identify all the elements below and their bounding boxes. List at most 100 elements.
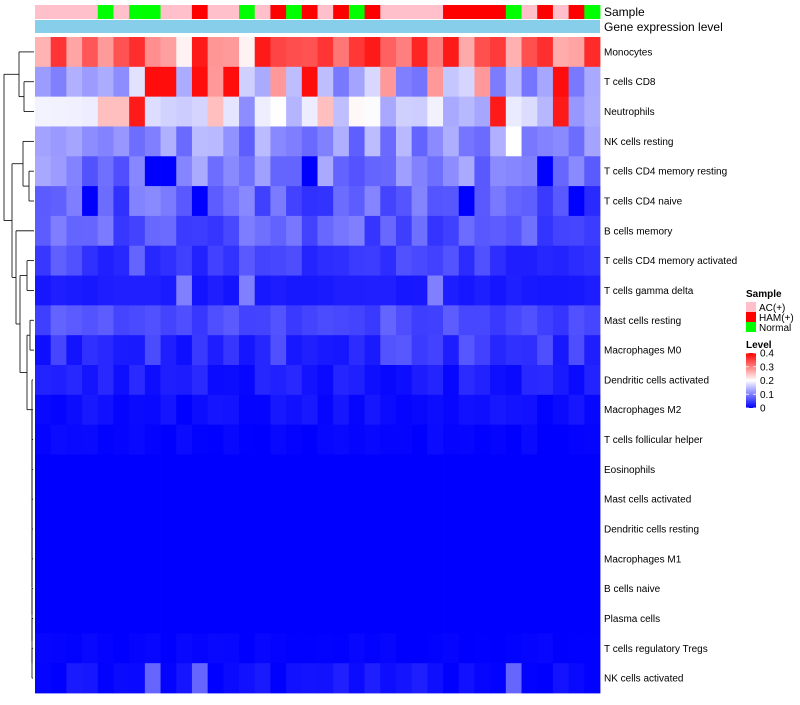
heatmap-cell [254, 245, 271, 276]
heatmap-cell [97, 335, 114, 366]
heatmap-cell [364, 186, 381, 217]
heatmap-cell [364, 454, 381, 485]
heatmap-cell [207, 543, 224, 575]
heatmap-cell [160, 365, 177, 396]
heatmap-cell [474, 275, 491, 306]
heatmap-cell [380, 454, 397, 485]
heatmap-cell [113, 126, 130, 157]
heatmap-cell [395, 424, 413, 455]
heatmap-cell [443, 424, 460, 455]
heatmap-cell [176, 603, 193, 634]
heatmap-cell [474, 126, 491, 157]
row-labels: Monocytes T cells CD8 Neutrophils NK cells … [604, 47, 737, 684]
heatmap-cell [82, 543, 99, 575]
heatmap-cell [191, 454, 209, 485]
sample-annotation-cell [113, 5, 130, 19]
heatmap-cell [521, 186, 538, 217]
sample-annotation-cell [160, 5, 177, 19]
heatmap-cell [333, 215, 350, 247]
heatmap-cell [207, 484, 224, 515]
legend-color-bar [746, 353, 756, 408]
heatmap-cell [490, 215, 507, 247]
heatmap-cell [207, 156, 224, 187]
sample-annotation-cell [144, 5, 161, 19]
heatmap-cell [380, 573, 397, 604]
heatmap-cell [223, 335, 240, 366]
sample-annotation-cell [380, 5, 397, 19]
heatmap-cell [176, 245, 193, 276]
heatmap-cell [50, 603, 67, 634]
heatmap-cell [411, 454, 428, 485]
heatmap-cell [395, 335, 413, 366]
heatmap-cell [66, 633, 83, 664]
heatmap-cell [552, 573, 570, 604]
heatmap-cell [395, 126, 413, 157]
heatmap-cell [521, 37, 538, 68]
heatmap-cell [270, 514, 287, 545]
heatmap-cell [552, 305, 570, 336]
heatmap-cell [411, 37, 428, 68]
heatmap-cell [552, 663, 570, 694]
heatmap-cell [411, 663, 428, 694]
heatmap-cell [474, 305, 491, 336]
heatmap-cell [66, 573, 83, 604]
heatmap-cell [239, 126, 256, 157]
heatmap-cell [270, 96, 287, 127]
heatmap-cell [160, 305, 177, 336]
heatmap-cell [97, 543, 114, 575]
heatmap-cell [427, 573, 444, 604]
heatmap-cell [584, 66, 601, 98]
sample-annotation-cell [568, 5, 585, 19]
heatmap-cell [191, 66, 209, 98]
heatmap-cell [223, 275, 240, 306]
heatmap-cell [191, 633, 209, 664]
heatmap-cell [207, 514, 224, 545]
heatmap-cell [50, 245, 67, 276]
heatmap-cell [50, 484, 67, 515]
heatmap-cell [584, 37, 601, 68]
heatmap-cell [380, 514, 397, 545]
heatmap-cell [443, 365, 460, 396]
heatmap-cell [584, 424, 601, 455]
heatmap-cell [207, 603, 224, 634]
heatmap-cell [521, 215, 538, 247]
heatmap-cell [584, 603, 601, 634]
heatmap-cell [364, 305, 381, 336]
legend-swatch [746, 322, 756, 332]
legend-tick-label: 0.2 [760, 376, 774, 387]
heatmap-cell [505, 186, 522, 217]
heatmap-cell [97, 424, 114, 455]
heatmap-cell [301, 394, 318, 426]
heatmap-cell [239, 573, 256, 604]
sample-annotation-cell [458, 5, 475, 19]
heatmap-cell [411, 424, 428, 455]
heatmap-cell [568, 424, 585, 455]
heatmap-cell [474, 543, 491, 575]
heatmap-cell [286, 245, 303, 276]
heatmap-cell [176, 66, 193, 98]
heatmap-cell [568, 663, 585, 694]
heatmap-cell [113, 514, 130, 545]
heatmap-cell [568, 215, 585, 247]
heatmap-cell [129, 275, 146, 306]
heatmap-cell [286, 215, 303, 247]
heatmap-cell [97, 603, 114, 634]
heatmap-cell [490, 96, 507, 127]
heatmap-cell [348, 543, 365, 575]
heatmap-cell [66, 156, 83, 187]
heatmap-cell [50, 275, 67, 306]
heatmap-cell [239, 186, 256, 217]
heatmap-cell [348, 365, 365, 396]
heatmap-cell [348, 454, 365, 485]
heatmap-cell [395, 603, 413, 634]
sample-annotation-cell [97, 5, 114, 19]
heatmap-cell [191, 573, 209, 604]
heatmap-cell [82, 156, 99, 187]
heatmap-cell [35, 66, 52, 98]
heatmap-cell [380, 305, 397, 336]
legend-sample-entry: HAM(+) [759, 313, 794, 324]
heatmap-cell [97, 126, 114, 157]
heatmap-cell [254, 66, 271, 98]
heatmap-cell [364, 633, 381, 664]
heatmap-cell [505, 394, 522, 426]
